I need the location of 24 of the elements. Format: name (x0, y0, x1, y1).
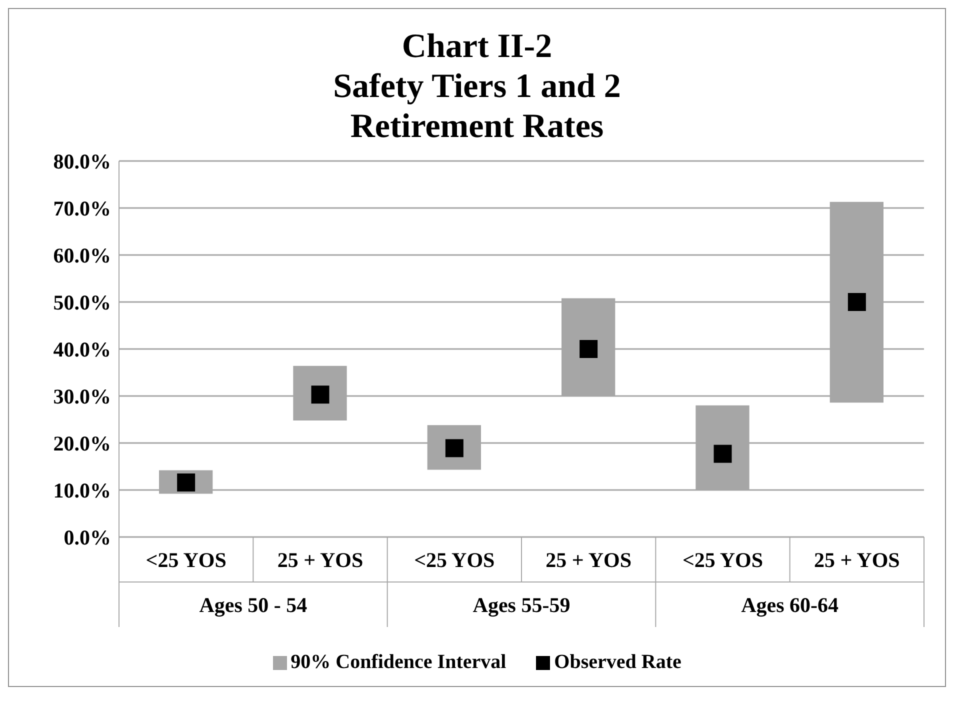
y-tick-label: 0.0% (64, 525, 111, 550)
y-tick-label: 20.0% (53, 431, 111, 456)
point (580, 340, 598, 358)
y-tick-label: 30.0% (53, 384, 111, 408)
y-tick-label: 40.0% (53, 337, 111, 362)
text: Ages 55-59 (472, 593, 570, 617)
text: Ages 50 - 54 (199, 593, 308, 617)
y-tick-label: 60.0% (53, 243, 111, 268)
x-tick-label: 25 + YOS (546, 548, 632, 572)
point (848, 293, 866, 311)
y-tick-label: 70.0% (53, 196, 111, 220)
legend-label: 90% Confidence Interval (290, 651, 506, 674)
x-tick-label: <25 YOS (146, 548, 226, 572)
y-tick-label: 10.0% (53, 478, 111, 502)
text: Ages 60-64 (741, 593, 840, 617)
legend-label: Observed Rate (554, 651, 682, 674)
x-tick-label: 25 + YOS (814, 548, 900, 572)
x-tick-label: 25 + YOS (277, 548, 364, 572)
chart-title: Chart II-2 Safety Tiers 1 and 2 Retirement Rates (332, 27, 622, 147)
y-tick-label: 80.0% (53, 149, 111, 174)
point (714, 444, 732, 463)
x-tick-label: <25 YOS (682, 548, 764, 572)
x-tick-label: <25 YOS (414, 548, 495, 572)
y-tick-label: 50.0% (53, 290, 111, 314)
